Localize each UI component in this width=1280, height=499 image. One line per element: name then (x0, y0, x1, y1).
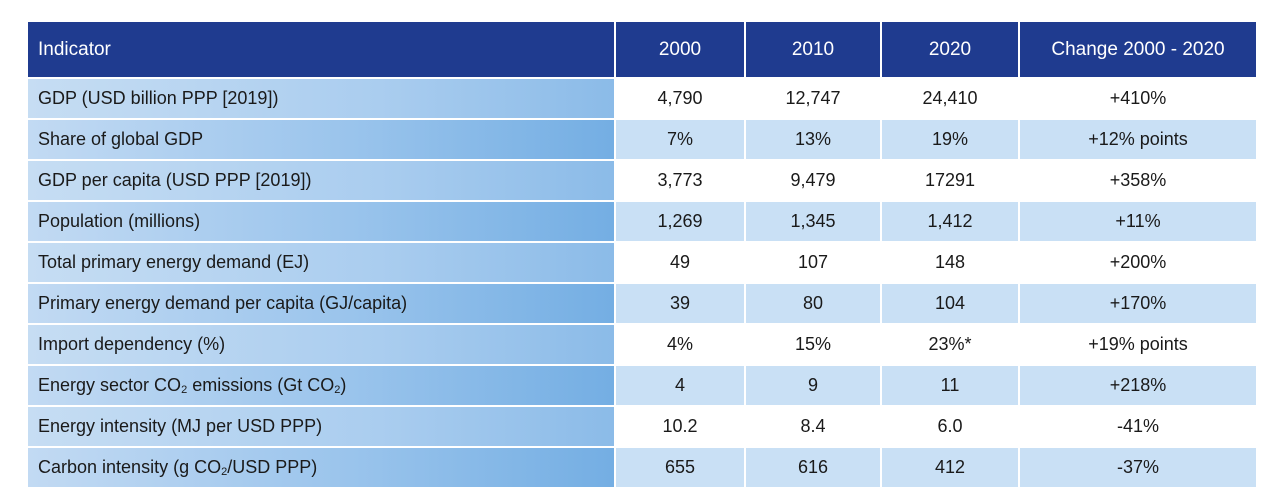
cell-2000: 39 (616, 282, 746, 323)
table-row: Import dependency (%) 4% 15% 23%* +19% p… (28, 323, 1256, 364)
cell-change: +218% (1020, 364, 1256, 405)
cell-2000: 655 (616, 446, 746, 487)
indicator-text-part: Energy sector CO (38, 375, 182, 395)
row-indicator: Import dependency (%) (28, 323, 616, 364)
header-2000: 2000 (616, 22, 746, 77)
subscript-2: 2 (334, 384, 341, 396)
cell-2010: 1,345 (746, 200, 882, 241)
indicator-table: Indicator 2000 2010 2020 Change 2000 - 2… (28, 22, 1256, 487)
row-indicator: Population (millions) (28, 200, 616, 241)
header-change: Change 2000 - 2020 (1020, 22, 1256, 77)
row-indicator: Share of global GDP (28, 118, 616, 159)
cell-2020: 412 (882, 446, 1020, 487)
cell-2020: 1,412 (882, 200, 1020, 241)
row-indicator: Energy sector CO2 emissions (Gt CO2) (28, 364, 616, 405)
cell-2010: 12,747 (746, 77, 882, 118)
cell-2010: 13% (746, 118, 882, 159)
cell-change: +12% points (1020, 118, 1256, 159)
header-indicator: Indicator (28, 22, 616, 77)
cell-2020: 11 (882, 364, 1020, 405)
subscript-2: 2 (181, 384, 188, 396)
cell-2010: 9,479 (746, 159, 882, 200)
cell-2000: 10.2 (616, 405, 746, 446)
cell-change: +170% (1020, 282, 1256, 323)
cell-2010: 9 (746, 364, 882, 405)
cell-2020: 6.0 (882, 405, 1020, 446)
row-indicator: Primary energy demand per capita (GJ/cap… (28, 282, 616, 323)
table-row: GDP per capita (USD PPP [2019]) 3,773 9,… (28, 159, 1256, 200)
table-row: GDP (USD billion PPP [2019]) 4,790 12,74… (28, 77, 1256, 118)
indicator-text-part: ) (340, 375, 347, 395)
cell-2000: 1,269 (616, 200, 746, 241)
indicator-table-container: Indicator 2000 2010 2020 Change 2000 - 2… (28, 22, 1256, 487)
cell-2020: 19% (882, 118, 1020, 159)
row-indicator: Energy intensity (MJ per USD PPP) (28, 405, 616, 446)
cell-2010: 616 (746, 446, 882, 487)
cell-2000: 7% (616, 118, 746, 159)
cell-2020: 23%* (882, 323, 1020, 364)
cell-change: +410% (1020, 77, 1256, 118)
table-row: Primary energy demand per capita (GJ/cap… (28, 282, 1256, 323)
table-header-row: Indicator 2000 2010 2020 Change 2000 - 2… (28, 22, 1256, 77)
cell-2020: 104 (882, 282, 1020, 323)
cell-2020: 17291 (882, 159, 1020, 200)
row-indicator: Carbon intensity (g CO2/USD PPP) (28, 446, 616, 487)
table-row: Energy intensity (MJ per USD PPP) 10.2 8… (28, 405, 1256, 446)
cell-change: -41% (1020, 405, 1256, 446)
table-row: Carbon intensity (g CO2/USD PPP) 655 616… (28, 446, 1256, 487)
indicator-text-part: /USD PPP) (227, 457, 318, 477)
row-indicator: GDP per capita (USD PPP [2019]) (28, 159, 616, 200)
table-row: Energy sector CO2 emissions (Gt CO2) 4 9… (28, 364, 1256, 405)
cell-2000: 3,773 (616, 159, 746, 200)
row-indicator: GDP (USD billion PPP [2019]) (28, 77, 616, 118)
cell-change: -37% (1020, 446, 1256, 487)
cell-change: +11% (1020, 200, 1256, 241)
cell-change: +358% (1020, 159, 1256, 200)
cell-2000: 4 (616, 364, 746, 405)
cell-2000: 49 (616, 241, 746, 282)
table-row: Share of global GDP 7% 13% 19% +12% poin… (28, 118, 1256, 159)
table-row: Total primary energy demand (EJ) 49 107 … (28, 241, 1256, 282)
indicator-text-part: emissions (Gt CO (187, 375, 335, 395)
cell-change: +200% (1020, 241, 1256, 282)
cell-2010: 80 (746, 282, 882, 323)
subscript-2: 2 (221, 466, 228, 478)
cell-2020: 148 (882, 241, 1020, 282)
table-row: Population (millions) 1,269 1,345 1,412 … (28, 200, 1256, 241)
cell-2000: 4% (616, 323, 746, 364)
cell-2020: 24,410 (882, 77, 1020, 118)
row-indicator: Total primary energy demand (EJ) (28, 241, 616, 282)
cell-2010: 8.4 (746, 405, 882, 446)
header-2020: 2020 (882, 22, 1020, 77)
cell-2010: 15% (746, 323, 882, 364)
cell-change: +19% points (1020, 323, 1256, 364)
indicator-text-part: Carbon intensity (g CO (38, 457, 222, 477)
cell-2000: 4,790 (616, 77, 746, 118)
header-2010: 2010 (746, 22, 882, 77)
cell-2010: 107 (746, 241, 882, 282)
